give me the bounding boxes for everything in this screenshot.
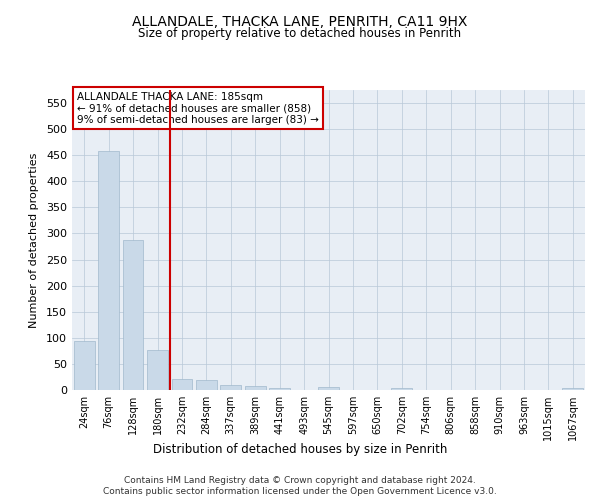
Text: ALLANDALE THACKA LANE: 185sqm
← 91% of detached houses are smaller (858)
9% of s: ALLANDALE THACKA LANE: 185sqm ← 91% of d… (77, 92, 319, 124)
Text: Contains public sector information licensed under the Open Government Licence v3: Contains public sector information licen… (103, 488, 497, 496)
Bar (172, 378, 193, 390)
Bar (74, 342, 95, 390)
Bar (269, 388, 290, 390)
Bar (220, 386, 241, 390)
Text: ALLANDALE, THACKA LANE, PENRITH, CA11 9HX: ALLANDALE, THACKA LANE, PENRITH, CA11 9H… (133, 15, 467, 29)
Text: Distribution of detached houses by size in Penrith: Distribution of detached houses by size … (153, 442, 447, 456)
Bar (98, 151, 119, 390)
Bar (245, 386, 266, 390)
Y-axis label: Number of detached properties: Number of detached properties (29, 152, 39, 328)
Bar (391, 388, 412, 390)
Bar (562, 388, 583, 390)
Bar (147, 350, 168, 390)
Bar (318, 388, 339, 390)
Text: Contains HM Land Registry data © Crown copyright and database right 2024.: Contains HM Land Registry data © Crown c… (124, 476, 476, 485)
Text: Size of property relative to detached houses in Penrith: Size of property relative to detached ho… (139, 28, 461, 40)
Bar (122, 240, 143, 390)
Bar (196, 380, 217, 390)
